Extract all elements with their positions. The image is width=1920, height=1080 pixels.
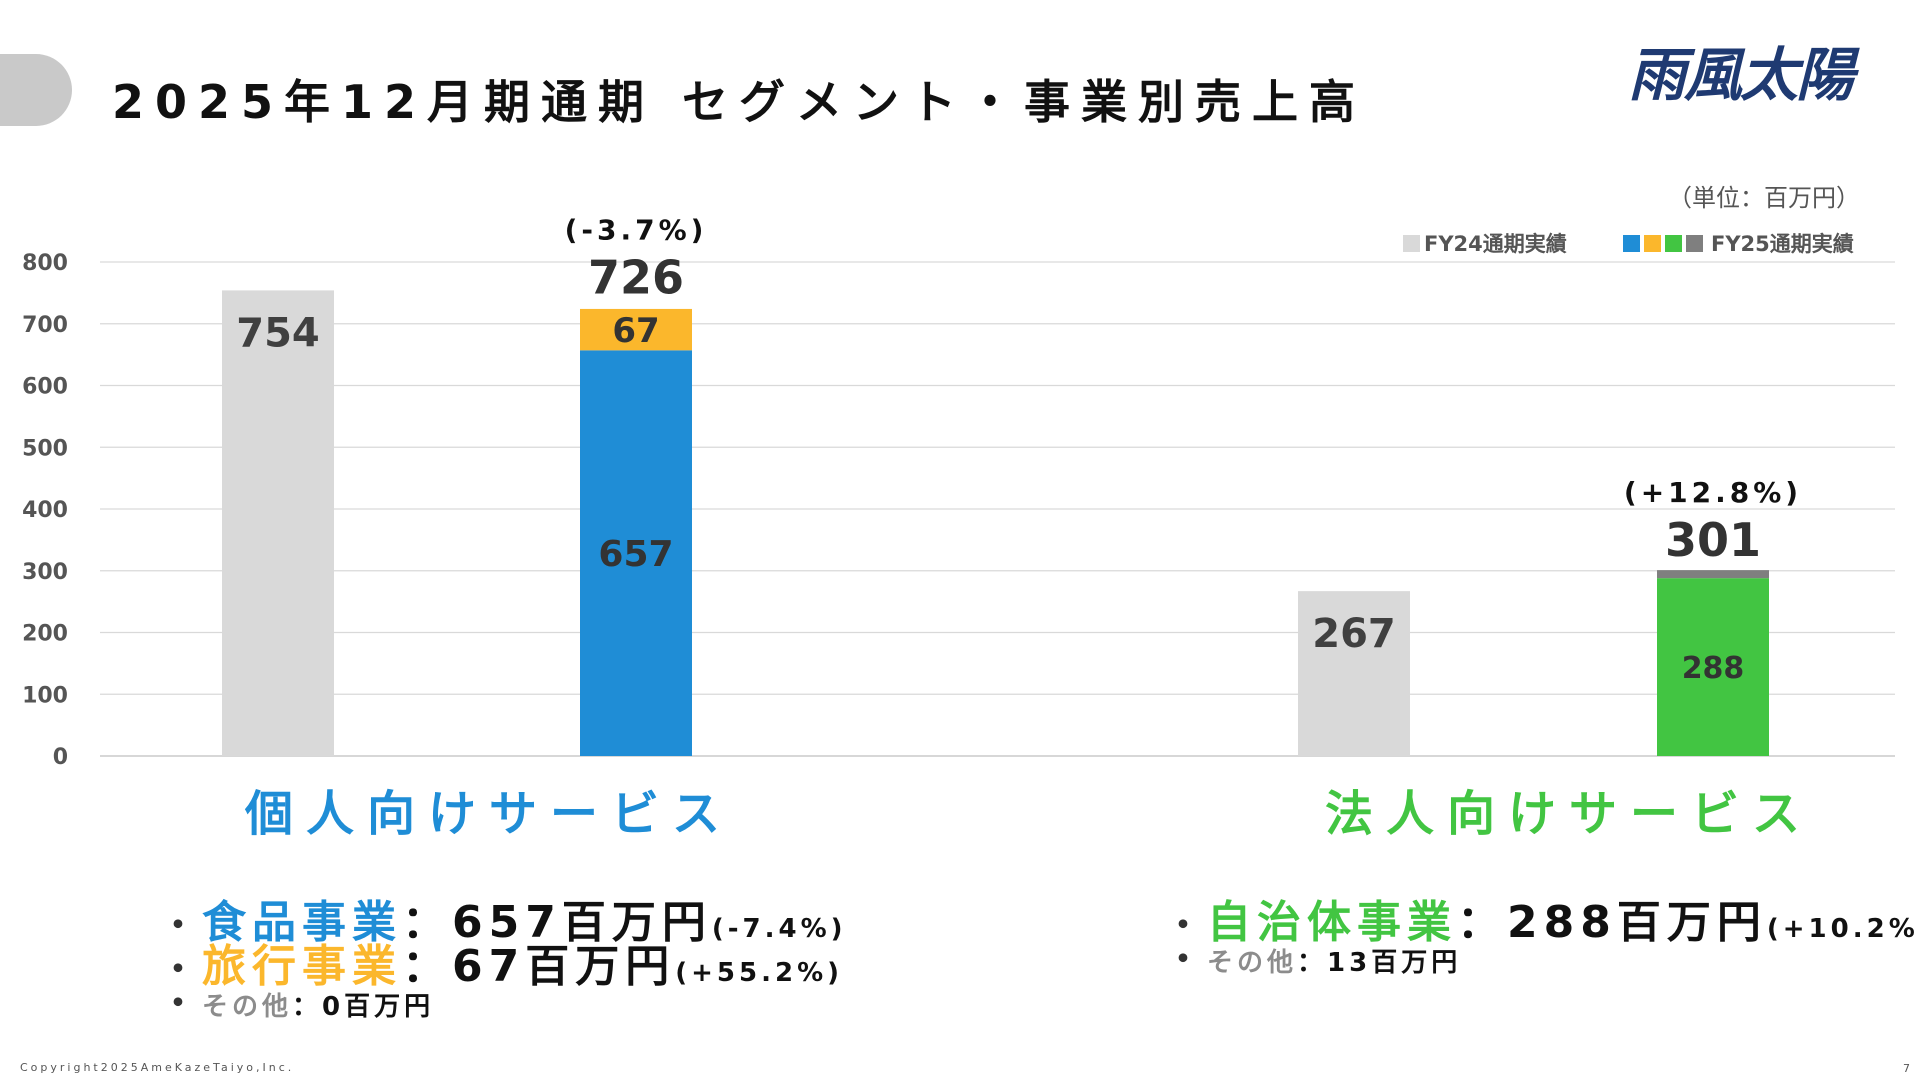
bar-segment — [222, 290, 334, 756]
category-label-corporate: 法人向けサービス — [1325, 786, 1814, 842]
bar-segment — [1657, 578, 1769, 756]
business-name: その他 — [1207, 948, 1298, 978]
sales-value: 0百万円 — [322, 992, 435, 1022]
bar-segment — [1298, 591, 1410, 756]
sales-value: 657百万円 — [452, 897, 712, 948]
breakdown-item: ・食品事業：657百万円(-7.4%) — [160, 886, 847, 950]
separator: ： — [1297, 948, 1328, 978]
business-name: 食品事業 — [202, 897, 403, 948]
separator: ： — [402, 897, 453, 948]
bar-segment — [580, 308, 692, 351]
bar-segment-label: 657 — [598, 534, 673, 575]
legend-swatch — [1686, 234, 1703, 252]
bar-total-label: 267 — [1312, 611, 1396, 657]
sales-value: 13百万円 — [1327, 948, 1462, 978]
y-tick-label: 500 — [22, 436, 68, 461]
page-title: 2025年12月期通期 セグメント・事業別売上高 — [112, 75, 1367, 129]
y-tick-label: 100 — [22, 683, 68, 708]
sales-value: 67百万円 — [452, 941, 676, 992]
breakdown-item: ・自治体事業：288百万円(+10.2%) — [1165, 886, 1920, 950]
y-tick-label: 300 — [22, 560, 68, 585]
separator: ： — [402, 941, 453, 992]
y-tick-label: 200 — [22, 622, 68, 647]
bullet-dot: ・ — [1165, 905, 1208, 946]
category-label-individual: 個人向けサービス — [245, 786, 734, 842]
y-tick-label: 400 — [22, 498, 68, 523]
legend-item-fy25: FY25通期実績 — [1623, 228, 1854, 258]
business-name: 自治体事業 — [1207, 897, 1458, 948]
legend-swatch — [1665, 234, 1682, 252]
legend-item-fy24: FY24通期実績 — [1403, 228, 1567, 258]
y-tick-label: 700 — [22, 313, 68, 338]
company-logo: 雨風太陽 — [1628, 41, 1854, 109]
separator: ： — [1457, 897, 1508, 948]
breakdown-item: ・その他：0百万円 — [160, 974, 434, 1026]
change-rate: (+10.2%) — [1766, 914, 1920, 944]
bullet-dot: ・ — [160, 905, 203, 946]
bar-segment-label: 288 — [1682, 651, 1745, 686]
bar-total-label: 301 — [1665, 513, 1761, 567]
legend-swatch — [1644, 234, 1661, 252]
breakdown-item: ・旅行事業：67百万円(+55.2%) — [160, 930, 843, 994]
sales-value: 288百万円 — [1507, 897, 1767, 948]
y-tick-label: 0 — [53, 745, 68, 770]
bar-total-label: 754 — [236, 310, 320, 356]
legend-swatch — [1623, 234, 1640, 252]
bar-change-label: (+12.8%) — [1624, 476, 1802, 509]
bullet-dot: ・ — [160, 949, 203, 990]
y-tick-label: 800 — [22, 251, 68, 276]
copyright-footer: Copyright2025AmeKazeTaiyo,Inc. — [20, 1061, 295, 1074]
separator: ： — [292, 992, 323, 1022]
y-tick-label: 600 — [22, 375, 68, 400]
title-tab-marker — [0, 54, 72, 126]
business-name: その他 — [202, 992, 293, 1022]
change-rate: (+55.2%) — [675, 958, 844, 988]
page-number: 7 — [1903, 1062, 1910, 1075]
unit-label: （単位：百万円） — [1668, 184, 1860, 212]
change-rate: (-7.4%) — [711, 914, 847, 944]
business-name: 旅行事業 — [202, 941, 403, 992]
bar-change-label: (-3.7%) — [565, 214, 708, 247]
bullet-dot: ・ — [1165, 939, 1208, 980]
legend-label-fy25: FY25通期実績 — [1711, 232, 1854, 256]
breakdown-item: ・その他：13百万円 — [1165, 930, 1461, 982]
bar-total-label: 726 — [588, 251, 684, 305]
bullet-dot: ・ — [160, 983, 203, 1024]
legend-label-fy24: FY24通期実績 — [1424, 232, 1567, 256]
bar-segment — [1657, 570, 1769, 579]
bar-segment — [580, 350, 692, 756]
bar-segment-label: 67 — [612, 311, 659, 351]
legend-swatch — [1403, 234, 1420, 252]
